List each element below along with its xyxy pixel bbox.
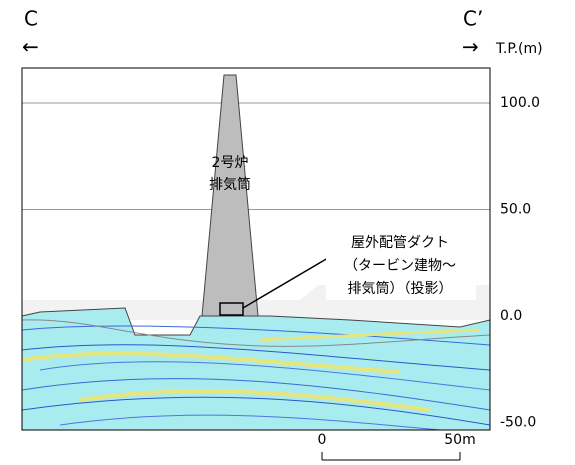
arrow-right: → <box>462 35 479 59</box>
grid <box>22 102 490 210</box>
label-bg <box>326 230 476 300</box>
scale-label: 0 <box>318 432 327 448</box>
axis-title: T.P.(m) <box>495 41 543 57</box>
scale-bar: 0 50m <box>318 432 476 461</box>
stack-label: 2号炉 <box>212 155 249 171</box>
frame <box>21 67 491 431</box>
duct-label: 屋外配管ダクト <box>351 235 449 251</box>
section-start: C <box>24 7 38 31</box>
arrow-left: ← <box>22 35 39 59</box>
geology <box>21 285 491 431</box>
y-tick-label: -50.0 <box>500 415 536 431</box>
stack <box>201 74 259 317</box>
duct-label: （タービン建物～ <box>344 258 456 274</box>
scale-label: 50m <box>444 432 475 448</box>
y-tick-label: 0.0 <box>500 308 522 324</box>
y-tick-label: 50.0 <box>500 202 531 218</box>
leader <box>242 257 329 309</box>
duct-label: 排気筒）（投影） <box>348 280 453 297</box>
section-end: C’ <box>463 7 483 31</box>
duct <box>219 302 244 316</box>
y-tick-label: 100.0 <box>500 95 540 111</box>
stack-label: 排気筒 <box>209 176 251 193</box>
